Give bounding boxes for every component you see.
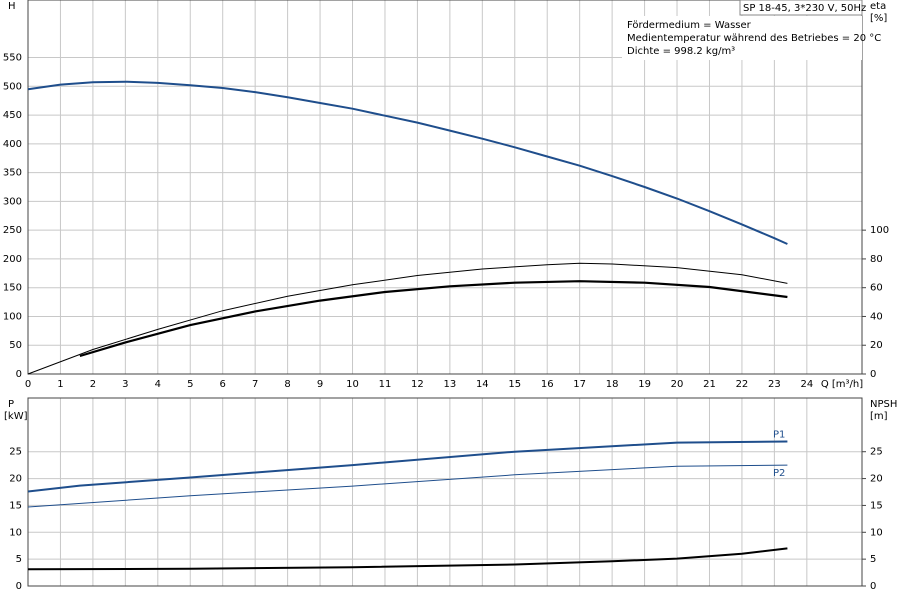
x-tick-label: 4 [155, 379, 161, 390]
info-line: Medientemperatur während des Betriebes =… [627, 33, 881, 44]
y-tick-label: 500 [3, 81, 22, 92]
y2-tick-label: 0 [870, 581, 876, 592]
series-line [27, 547, 788, 571]
y2-tick-label: 10 [870, 527, 883, 538]
series-line [27, 440, 788, 493]
y2-tick-label: 60 [870, 283, 883, 294]
info-box [622, 16, 862, 60]
y2-tick-label: 100 [870, 225, 889, 236]
y-tick-label: 100 [3, 311, 22, 322]
y2-tick-label: 80 [870, 254, 883, 265]
x-tick-label: 24 [800, 379, 813, 390]
y-tick-label: 10 [9, 527, 22, 538]
x-tick-label: 11 [379, 379, 392, 390]
x-axis-label: Q [m³/h] [821, 379, 863, 390]
y2-axis-label: eta [870, 1, 886, 12]
x-tick-label: 22 [736, 379, 749, 390]
info-line: Dichte = 998.2 kg/m³ [627, 46, 735, 57]
x-tick-label: 18 [606, 379, 619, 390]
y2-axis-unit: [m] [870, 411, 888, 422]
y-tick-label: 200 [3, 254, 22, 265]
y-tick-label: 550 [3, 53, 22, 64]
x-tick-label: 14 [476, 379, 489, 390]
y-axis-label: P [8, 399, 14, 410]
y-tick-label: 0 [16, 581, 22, 592]
y-tick-label: 20 [9, 474, 22, 485]
y2-tick-label: 40 [870, 311, 883, 322]
y-tick-label: 5 [16, 554, 22, 565]
x-tick-label: 23 [768, 379, 781, 390]
x-tick-label: 9 [317, 379, 323, 390]
x-tick-label: 19 [638, 379, 651, 390]
x-tick-label: 15 [508, 379, 521, 390]
y2-tick-label: 0 [870, 369, 876, 380]
x-tick-label: 16 [541, 379, 554, 390]
y2-tick-label: 5 [870, 554, 876, 565]
y-axis-label: H [8, 1, 16, 12]
series-line [27, 80, 788, 245]
y-tick-label: 150 [3, 283, 22, 294]
x-tick-label: 8 [284, 379, 290, 390]
y-tick-label: 25 [9, 447, 22, 458]
y2-axis-label: NPSH [870, 399, 897, 410]
y2-tick-label: 20 [870, 340, 883, 351]
x-tick-label: 10 [346, 379, 359, 390]
plot-frame [27, 397, 863, 587]
series-label: P1 [773, 430, 785, 441]
x-tick-label: 21 [703, 379, 716, 390]
series-line [27, 262, 788, 375]
x-tick-label: 13 [444, 379, 457, 390]
x-tick-label: 20 [671, 379, 684, 390]
y-axis-unit: [kW] [4, 411, 28, 422]
info-title: SP 18-45, 3*230 V, 50Hz [743, 3, 866, 14]
series-label: P2 [773, 468, 785, 479]
x-tick-label: 6 [220, 379, 226, 390]
x-tick-label: 2 [90, 379, 96, 390]
x-tick-label: 1 [57, 379, 63, 390]
y-tick-label: 0 [16, 369, 22, 380]
y-tick-label: 50 [9, 340, 22, 351]
info-title-box [739, 0, 863, 16]
y-tick-label: 400 [3, 139, 22, 150]
y-tick-label: 450 [3, 110, 22, 121]
x-tick-label: 5 [187, 379, 193, 390]
x-tick-label: 7 [252, 379, 258, 390]
y-tick-label: 300 [3, 196, 22, 207]
x-tick-label: 17 [573, 379, 586, 390]
x-tick-label: 0 [25, 379, 31, 390]
y2-axis-unit: [%] [870, 13, 887, 24]
x-tick-label: 12 [411, 379, 424, 390]
info-line: Fördermedium = Wasser [627, 20, 752, 31]
plot-frame [27, 0, 863, 375]
y-tick-label: 350 [3, 168, 22, 179]
y2-tick-label: 20 [870, 474, 883, 485]
y-tick-label: 250 [3, 225, 22, 236]
y2-tick-label: 25 [870, 447, 883, 458]
y2-tick-label: 15 [870, 500, 883, 511]
series-line [27, 464, 788, 508]
x-tick-label: 3 [122, 379, 128, 390]
series-line [79, 280, 788, 358]
y-tick-label: 15 [9, 500, 22, 511]
